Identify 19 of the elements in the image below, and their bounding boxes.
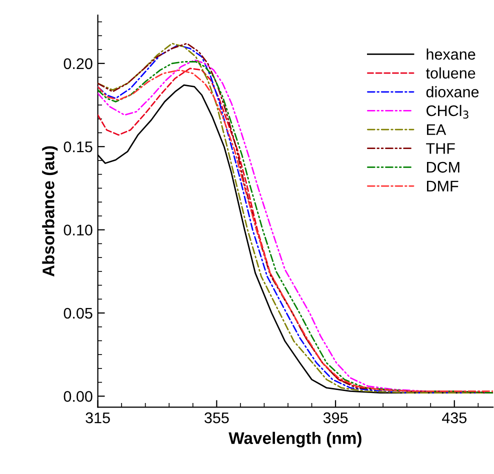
x-tick-label: 395	[323, 412, 348, 424]
x-tick-label: 435	[442, 412, 466, 424]
legend-label: CHCl$_{3}$	[426, 104, 468, 119]
legend-label: dioxane	[426, 86, 479, 98]
x-tick-label: 355	[204, 412, 229, 424]
x-tick-label: 315	[86, 412, 110, 424]
legend-label: EA	[427, 124, 446, 135]
y-tick-label: 0.00	[64, 391, 92, 402]
y-tick-label: 0.15	[64, 141, 92, 152]
legend-label: THF	[426, 143, 455, 154]
legend-label: DMF	[427, 180, 458, 192]
legend-label: toluene	[426, 67, 476, 79]
legend-label: hexane	[426, 48, 476, 60]
legend-label: DCM	[427, 162, 460, 173]
x-axis-title: Wavelength (nm)	[228, 432, 362, 448]
y-tick-label: 0.05	[64, 308, 92, 319]
y-tick-label: 0.20	[64, 58, 92, 70]
y-axis-title: Absorbance (au)	[42, 146, 58, 276]
y-tick-label: 0.10	[64, 224, 92, 236]
